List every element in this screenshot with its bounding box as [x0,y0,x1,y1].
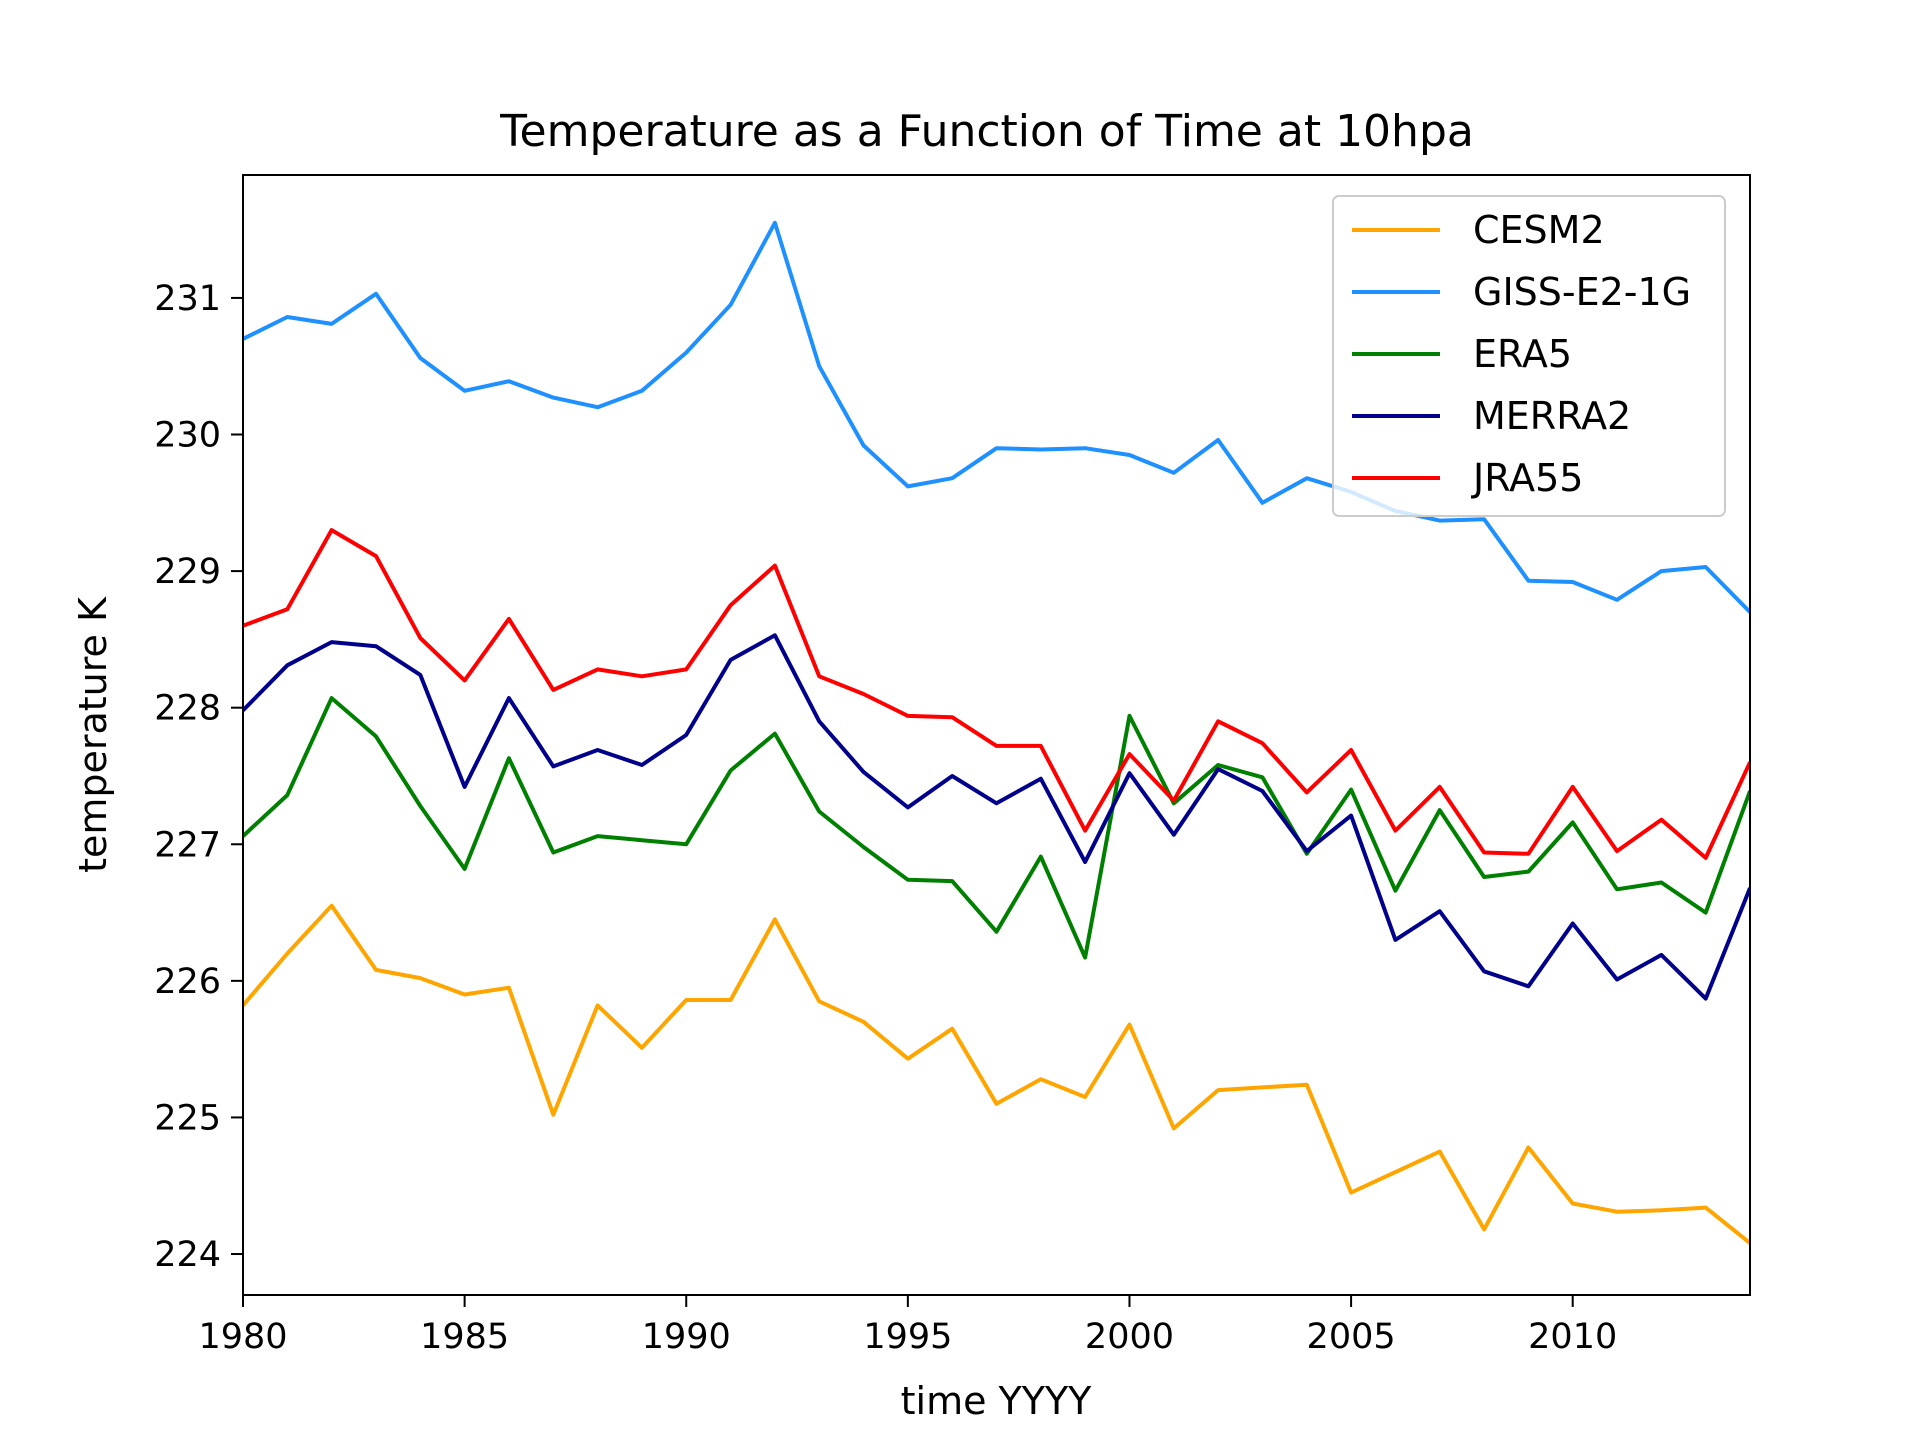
legend-label: JRA55 [1471,456,1583,500]
legend-label: GISS-E2-1G [1473,270,1691,314]
plot-frame [242,174,1751,1296]
x-tick-label: 1980 [198,1317,287,1357]
legend-label: MERRA2 [1473,394,1631,438]
x-tick-label: 1995 [863,1317,952,1357]
series-layer [243,220,1750,1245]
series-line-era5 [243,696,1750,960]
y-tick-label: 228 [154,689,221,729]
chart-title: Temperature as a Function of Time at 10h… [499,106,1474,157]
y-axis: 224 225 226 227 228 229 230 231 [154,279,243,1275]
x-tick-label: 2000 [1085,1317,1174,1357]
legend-label: ERA5 [1473,332,1572,376]
x-tick-label: 1990 [642,1317,731,1357]
series-line-jra55 [243,528,1750,860]
y-tick-label: 224 [154,1235,221,1275]
x-axis: 1980 1985 1990 1995 2000 2005 2010 [198,1295,1617,1357]
x-tick-label: 2005 [1307,1317,1396,1357]
y-tick-label: 231 [154,279,221,319]
legend-frame [1332,195,1726,517]
x-axis-label: time YYYY [901,1379,1093,1423]
x-tick-label: 2010 [1528,1317,1617,1357]
y-tick-label: 225 [154,1098,221,1138]
y-tick-label: 227 [154,825,221,865]
series-line-merra2 [243,633,1750,1001]
y-axis-label: temperature K [71,596,115,873]
x-tick-label: 1985 [420,1317,509,1357]
legend: CESM2 GISS-E2-1G ERA5 MERRA2 JRA55 [1332,195,1726,517]
legend-label: CESM2 [1473,208,1605,252]
y-tick-label: 229 [154,552,221,592]
series-line-cesm2 [243,903,1750,1245]
y-tick-label: 226 [154,962,221,1002]
series-line-giss-e2-1g [243,220,1750,614]
y-tick-label: 230 [154,416,221,456]
